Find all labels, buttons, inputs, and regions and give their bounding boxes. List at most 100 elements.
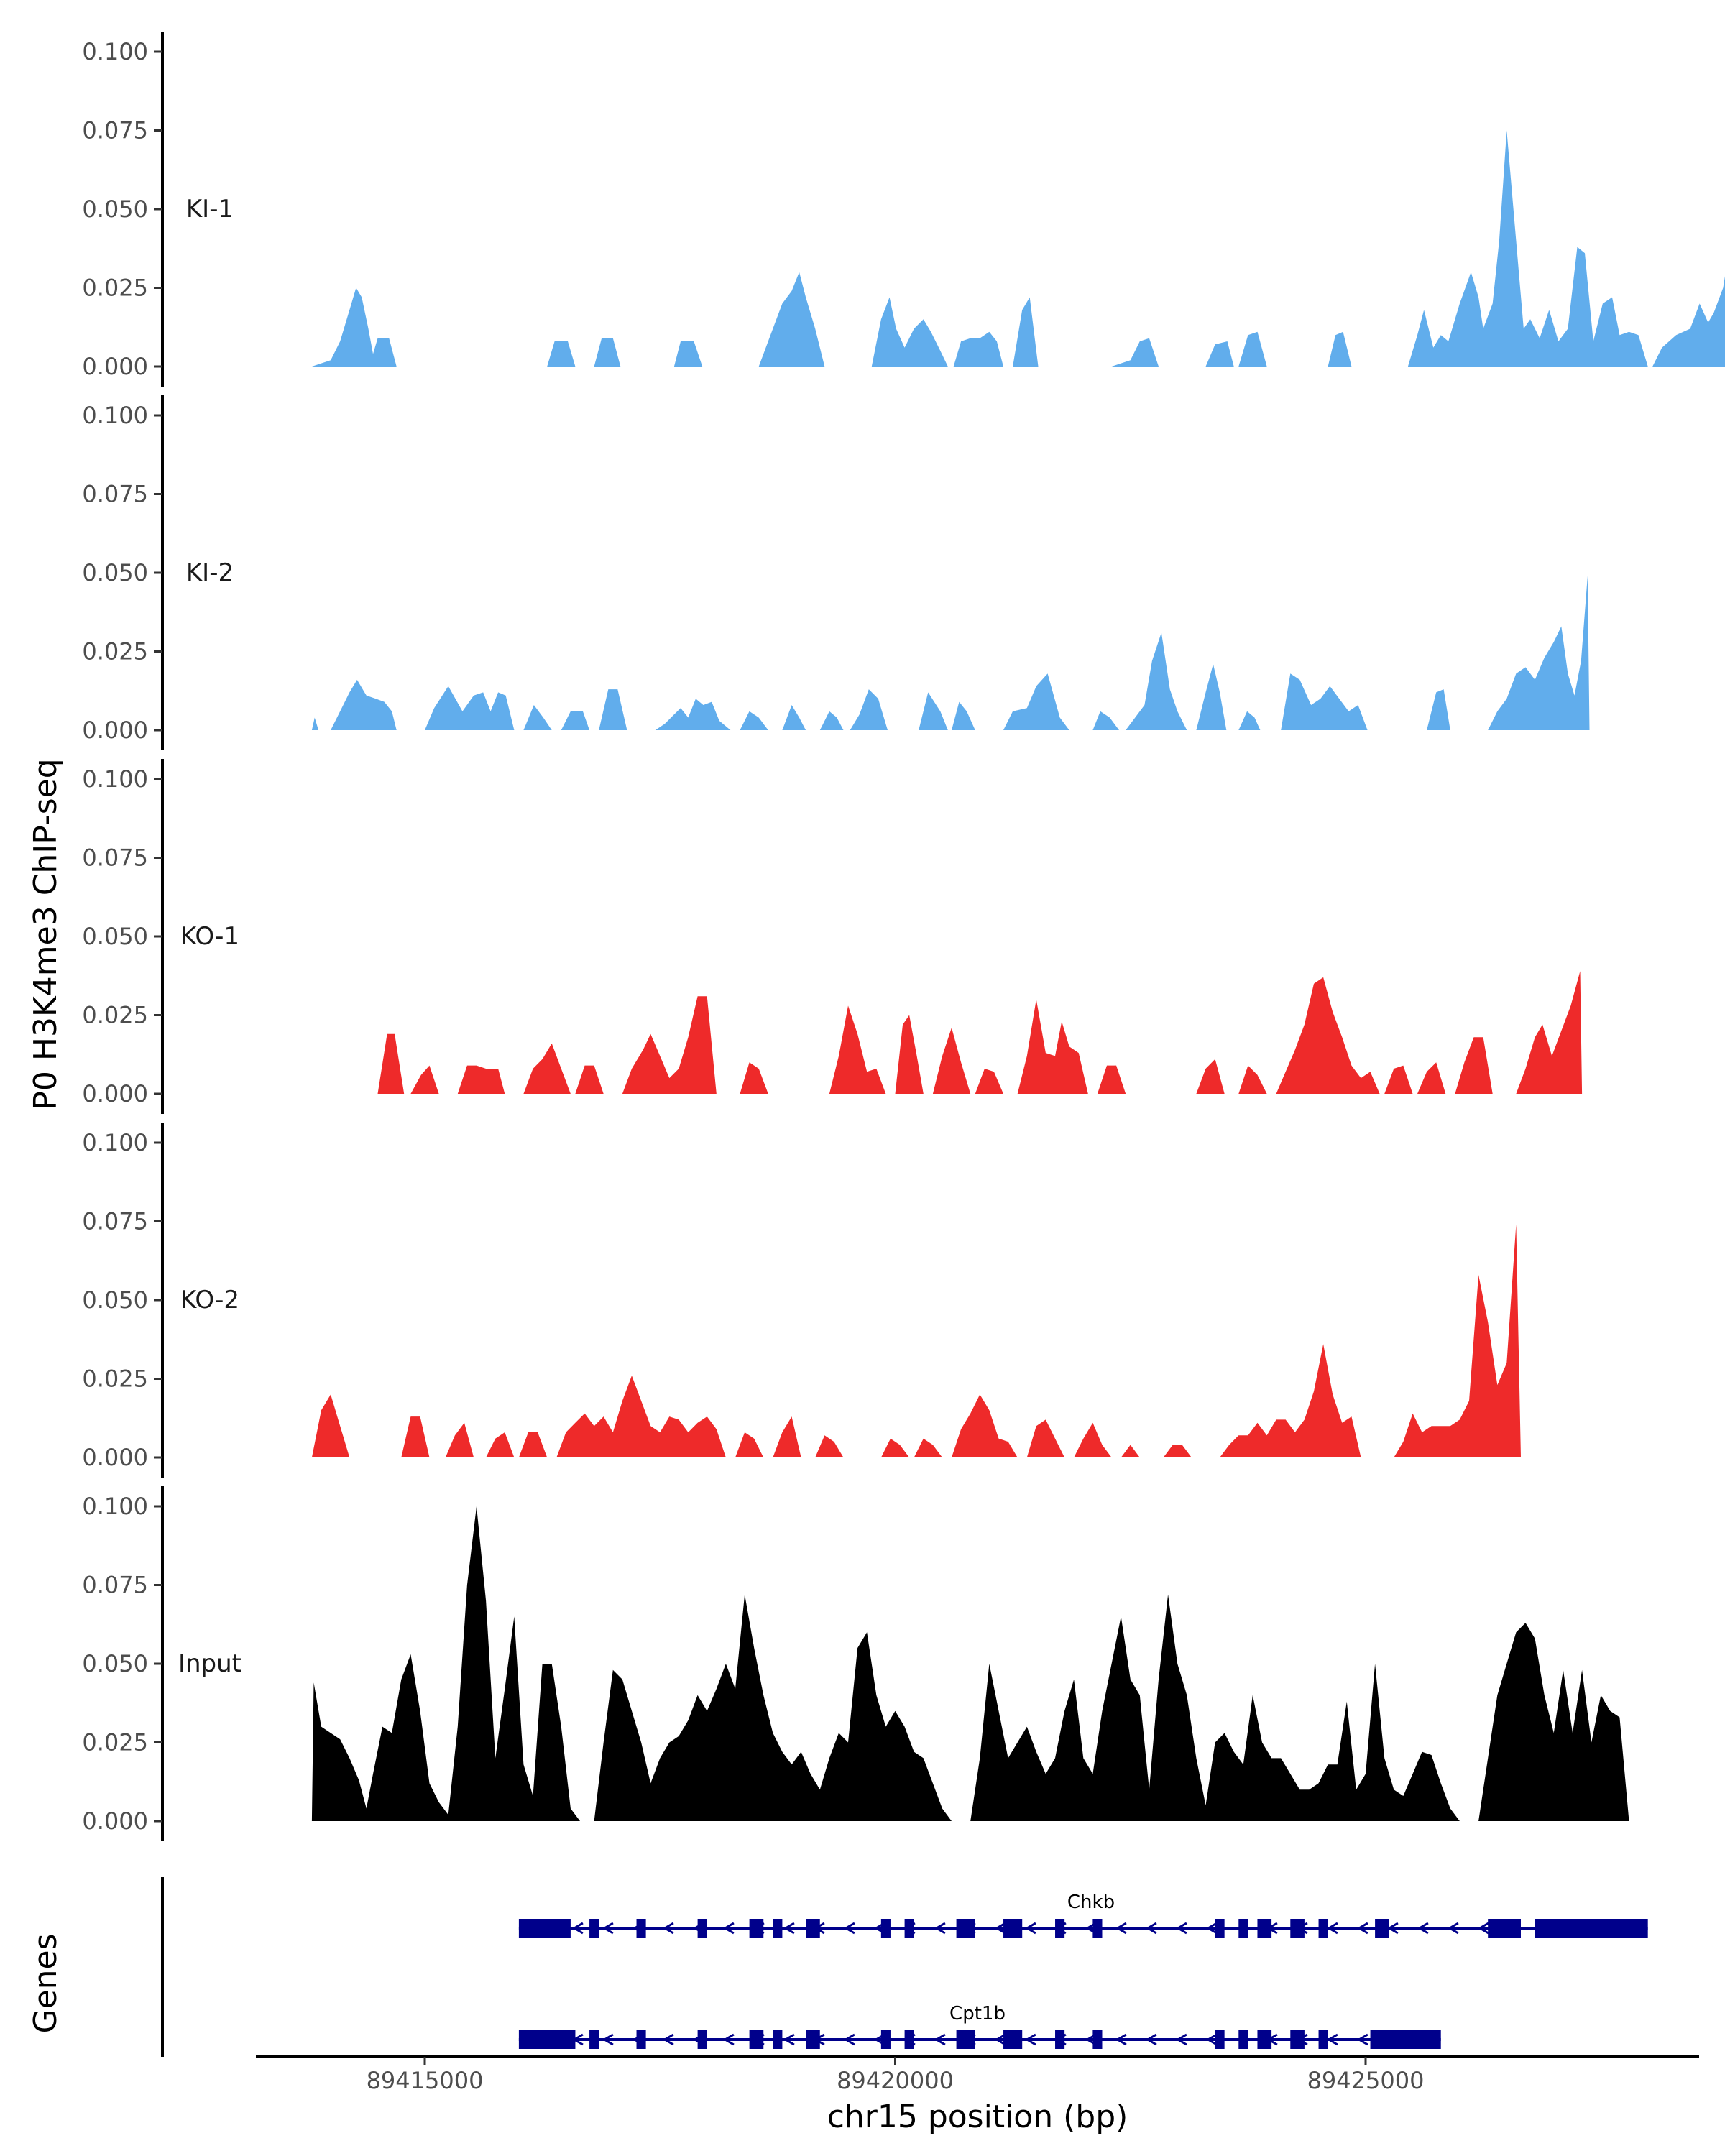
exon-block <box>589 2030 599 2049</box>
strand-arrow <box>1145 2033 1157 2046</box>
y-tick-label: 0.100 <box>82 1493 148 1520</box>
track-label: KI-1 <box>186 195 234 224</box>
strand-arrow <box>1175 2033 1187 2046</box>
y-tick-label: 0.025 <box>82 1002 148 1029</box>
y-tick-label: 0.075 <box>82 844 148 872</box>
exon-block <box>773 2030 783 2049</box>
strand-arrow <box>662 1922 674 1935</box>
exon-block <box>1290 2030 1305 2049</box>
exon-block <box>1290 1919 1305 1938</box>
y-tick-label: 0.075 <box>82 481 148 508</box>
strand-arrow <box>843 2033 855 2046</box>
exon-block <box>904 1919 914 1938</box>
gene-chkb: Chkb <box>518 1892 1648 1938</box>
coverage-area <box>377 971 1583 1094</box>
exon-block <box>1092 2030 1103 2049</box>
coverage-area <box>311 1506 1629 1821</box>
y-tick-label: 0.050 <box>82 1650 148 1677</box>
strand-arrow <box>1477 1922 1489 1935</box>
strand-arrow <box>662 2033 674 2046</box>
exon-block <box>697 2030 707 2049</box>
y-tick-label: 0.025 <box>82 638 148 665</box>
y-tick-label: 0.100 <box>82 765 148 793</box>
y-tick-label: 0.075 <box>82 117 148 144</box>
exon-block <box>1238 1919 1248 1938</box>
track-ki-1: 0.000 0.025 0.050 0.075 0.100 KI-1 <box>82 32 1725 387</box>
strand-arrow <box>602 2033 614 2046</box>
strand-arrow <box>602 1922 614 1935</box>
exon-block <box>1238 2030 1248 2049</box>
strand-arrow <box>1417 1922 1429 1935</box>
strand-arrow <box>1326 2033 1338 2046</box>
coverage-tracks: 0.0000.0250.0500.0750.100KI-10.0000.0250… <box>82 32 1725 1841</box>
exon-block <box>1318 2030 1328 2049</box>
exon-block <box>697 1919 707 1938</box>
exon-block <box>1257 2030 1272 2049</box>
exon-block <box>904 2030 914 2049</box>
exon-block <box>589 1919 599 1938</box>
y-tick-label: 0.025 <box>82 1729 148 1756</box>
strand-arrow <box>934 2033 946 2046</box>
y-tick-label: 0.000 <box>82 1807 148 1835</box>
exon-block <box>1535 1919 1648 1938</box>
exon-block <box>1370 2030 1441 2049</box>
y-tick-label: 0.050 <box>82 195 148 223</box>
strand-arrow <box>1386 1922 1399 1935</box>
coverage-area <box>311 576 1590 730</box>
coverage-area <box>311 1224 1521 1457</box>
gene-cpt1b: Cpt1b <box>518 2003 1441 2049</box>
y-tick-label: 0.100 <box>82 402 148 429</box>
strand-arrow <box>934 1922 946 1935</box>
strand-arrow <box>1356 1922 1368 1935</box>
y-tick-label: 0.000 <box>82 717 148 744</box>
track-ko-2: 0.000 0.025 0.050 0.075 0.100 KO-2 <box>82 1123 1521 1478</box>
exon-block <box>1055 1919 1065 1938</box>
y-tick-label: 0.050 <box>82 923 148 950</box>
exon-block <box>1003 2030 1023 2049</box>
track-label: KI-2 <box>186 558 234 587</box>
strand-arrow <box>1326 1922 1338 1935</box>
y-axis-title: P0 H3K4me3 ChIP-seq <box>27 758 64 1110</box>
strand-arrow <box>1356 2033 1368 2046</box>
strand-arrow <box>1024 2033 1036 2046</box>
exon-block <box>1488 1919 1521 1938</box>
strand-arrow <box>1115 1922 1127 1935</box>
track-label: KO-1 <box>180 922 239 951</box>
strand-arrow <box>994 2033 1006 2046</box>
y-tick-label: 0.100 <box>82 1129 148 1156</box>
exon-block <box>773 1919 783 1938</box>
exon-block <box>636 2030 646 2049</box>
strand-arrow <box>1145 1922 1157 1935</box>
x-tick-label: 89425000 <box>1307 2067 1425 2094</box>
strand-arrow <box>571 1922 584 1935</box>
track-input: 0.000 0.025 0.050 0.075 0.100 Input <box>82 1486 1629 1841</box>
exon-block <box>956 1919 975 1938</box>
track-label: KO-2 <box>180 1286 239 1314</box>
strand-arrow <box>1447 1922 1459 1935</box>
y-tick-label: 0.000 <box>82 1080 148 1107</box>
exon-block <box>1003 1919 1023 1938</box>
strand-arrow <box>1024 1922 1036 1935</box>
exon-block <box>806 1919 820 1938</box>
y-tick-label: 0.050 <box>82 1286 148 1314</box>
strand-arrow <box>1205 2033 1218 2046</box>
y-tick-label: 0.100 <box>82 38 148 65</box>
strand-arrow <box>1175 1922 1187 1935</box>
strand-arrow <box>994 1922 1006 1935</box>
y-tick-label: 0.000 <box>82 353 148 380</box>
y-tick-label: 0.050 <box>82 559 148 586</box>
exon-block <box>749 1919 764 1938</box>
y-tick-label: 0.000 <box>82 1444 148 1471</box>
y-tick-label: 0.075 <box>82 1208 148 1235</box>
exon-block <box>1215 1919 1225 1938</box>
coverage-area <box>311 130 1725 367</box>
exon-block <box>749 2030 764 2049</box>
exon-block <box>1055 2030 1065 2049</box>
strand-arrow <box>1205 1922 1218 1935</box>
y-tick-label: 0.025 <box>82 275 148 302</box>
strand-arrow <box>783 2033 795 2046</box>
genes-panel-title: Genes <box>27 1933 64 2033</box>
strand-arrow <box>783 1922 795 1935</box>
strand-arrow <box>722 1922 735 1935</box>
